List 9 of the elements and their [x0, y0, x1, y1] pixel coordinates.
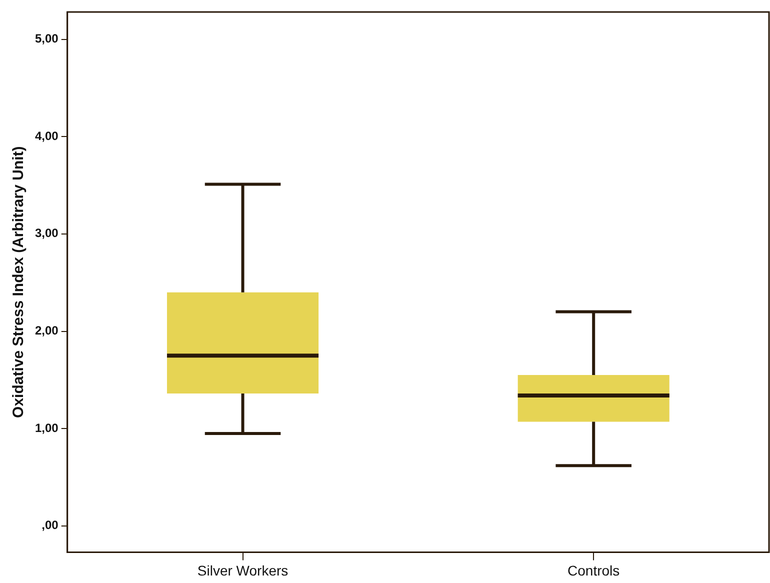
y-tick-label: 5,00 [34, 32, 59, 46]
y-tick-label: 2,00 [34, 324, 59, 338]
x-tick-label: Controls [568, 562, 620, 578]
y-tick-label: 4,00 [34, 128, 59, 143]
y-tick-label: 1,00 [34, 420, 59, 435]
y-tick-label: ,00 [42, 518, 59, 532]
y-tick-label: 3,00 [34, 226, 59, 240]
y-axis-title: Oxidative Stress Index (Arbitrary Unit) [10, 146, 28, 418]
x-tick-label: Silver Workers [197, 562, 288, 578]
